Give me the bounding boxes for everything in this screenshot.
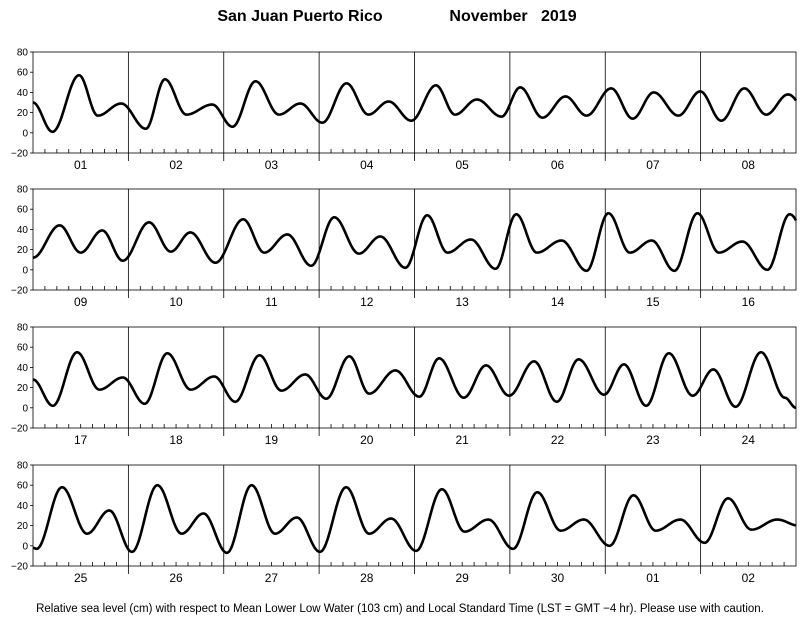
day-label: 10 [169,295,183,309]
day-label: 21 [456,433,470,447]
chart-title-location: San Juan Puerto Rico [217,8,383,25]
day-label: 01 [646,571,660,585]
tide-curve-row-3 [32,350,797,410]
day-label: 04 [360,158,374,172]
y-tick-label: −20 [11,562,28,573]
y-tick-label: 40 [17,501,29,512]
y-tick-label: 80 [17,461,29,472]
y-tick-label: 0 [22,541,28,552]
y-tick-label: 0 [22,128,28,139]
y-tick-label: 80 [17,323,29,334]
y-tick-label: 60 [17,205,29,216]
y-tick-label: 60 [17,343,29,354]
y-tick-label: 40 [17,225,29,236]
day-label: 06 [551,158,565,172]
y-tick-label: 0 [22,403,28,414]
y-tick-label: 80 [17,185,29,196]
y-tick-label: −20 [11,424,28,435]
day-label: 12 [360,295,374,309]
day-label: 09 [74,295,88,309]
day-label: 11 [265,295,278,309]
day-label: 07 [646,158,660,172]
tide-curve-row-1 [32,73,798,134]
y-tick-label: 20 [17,383,29,394]
day-label: 19 [265,433,279,447]
y-tick-label: −20 [11,286,28,297]
day-label: 15 [646,295,660,309]
day-label: 16 [742,295,756,309]
day-label: 24 [742,433,756,447]
day-label: 02 [742,571,756,585]
y-tick-label: 0 [22,265,28,276]
chart-caption: Relative sea level (cm) with respect to … [36,603,764,615]
day-label: 26 [169,571,183,585]
day-label: 28 [360,571,374,585]
day-label: 22 [551,433,565,447]
y-tick-label: 20 [17,108,29,119]
y-tick-label: 60 [17,68,29,79]
day-label: 03 [265,158,279,172]
day-label: 05 [456,158,470,172]
day-label: 29 [456,571,470,585]
chart-title-date: November 2019 [449,8,576,25]
y-tick-label: 20 [17,245,29,256]
y-tick-label: 20 [17,521,29,532]
day-label: 23 [646,433,660,447]
tide-curve-row-2 [32,211,798,273]
day-label: 20 [360,433,374,447]
day-label: 17 [74,433,88,447]
day-label: 02 [169,158,183,172]
day-label: 27 [265,571,279,585]
day-label: 08 [742,158,756,172]
day-label: 01 [74,158,88,172]
y-tick-label: 80 [17,48,29,59]
day-label: 18 [169,433,183,447]
y-tick-label: 40 [17,88,29,99]
day-label: 14 [551,295,565,309]
y-tick-label: −20 [11,149,28,160]
day-label: 30 [551,571,565,585]
y-tick-label: 40 [17,363,29,374]
day-label: 25 [74,571,88,585]
y-tick-label: 60 [17,481,29,492]
day-label: 13 [456,295,470,309]
tide-curve-row-4 [32,483,797,555]
